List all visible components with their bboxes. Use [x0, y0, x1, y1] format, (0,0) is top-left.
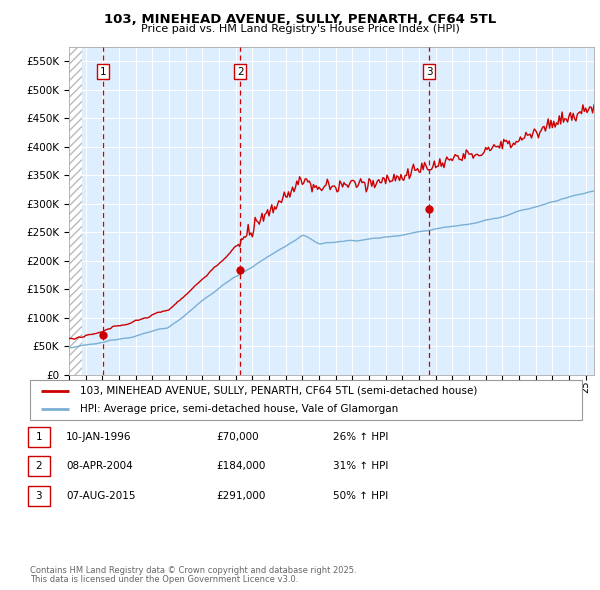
Text: 07-AUG-2015: 07-AUG-2015	[66, 491, 136, 500]
Text: HPI: Average price, semi-detached house, Vale of Glamorgan: HPI: Average price, semi-detached house,…	[80, 404, 398, 414]
Text: £291,000: £291,000	[216, 491, 265, 500]
Text: Price paid vs. HM Land Registry's House Price Index (HPI): Price paid vs. HM Land Registry's House …	[140, 24, 460, 34]
Text: £70,000: £70,000	[216, 432, 259, 441]
Text: 1: 1	[100, 67, 106, 77]
Text: 50% ↑ HPI: 50% ↑ HPI	[333, 491, 388, 500]
Bar	[69, 47, 82, 375]
Text: 3: 3	[35, 491, 42, 500]
Text: 2: 2	[35, 461, 42, 471]
Text: 08-APR-2004: 08-APR-2004	[66, 461, 133, 471]
FancyBboxPatch shape	[30, 380, 582, 420]
Text: 1: 1	[35, 432, 42, 441]
Text: 10-JAN-1996: 10-JAN-1996	[66, 432, 131, 441]
Text: 103, MINEHEAD AVENUE, SULLY, PENARTH, CF64 5TL: 103, MINEHEAD AVENUE, SULLY, PENARTH, CF…	[104, 13, 496, 26]
Text: Contains HM Land Registry data © Crown copyright and database right 2025.: Contains HM Land Registry data © Crown c…	[30, 566, 356, 575]
Text: 103, MINEHEAD AVENUE, SULLY, PENARTH, CF64 5TL (semi-detached house): 103, MINEHEAD AVENUE, SULLY, PENARTH, CF…	[80, 386, 477, 396]
Text: 2: 2	[237, 67, 244, 77]
Text: This data is licensed under the Open Government Licence v3.0.: This data is licensed under the Open Gov…	[30, 575, 298, 584]
Text: 3: 3	[425, 67, 433, 77]
Text: 31% ↑ HPI: 31% ↑ HPI	[333, 461, 388, 471]
Text: 26% ↑ HPI: 26% ↑ HPI	[333, 432, 388, 441]
Text: £184,000: £184,000	[216, 461, 265, 471]
